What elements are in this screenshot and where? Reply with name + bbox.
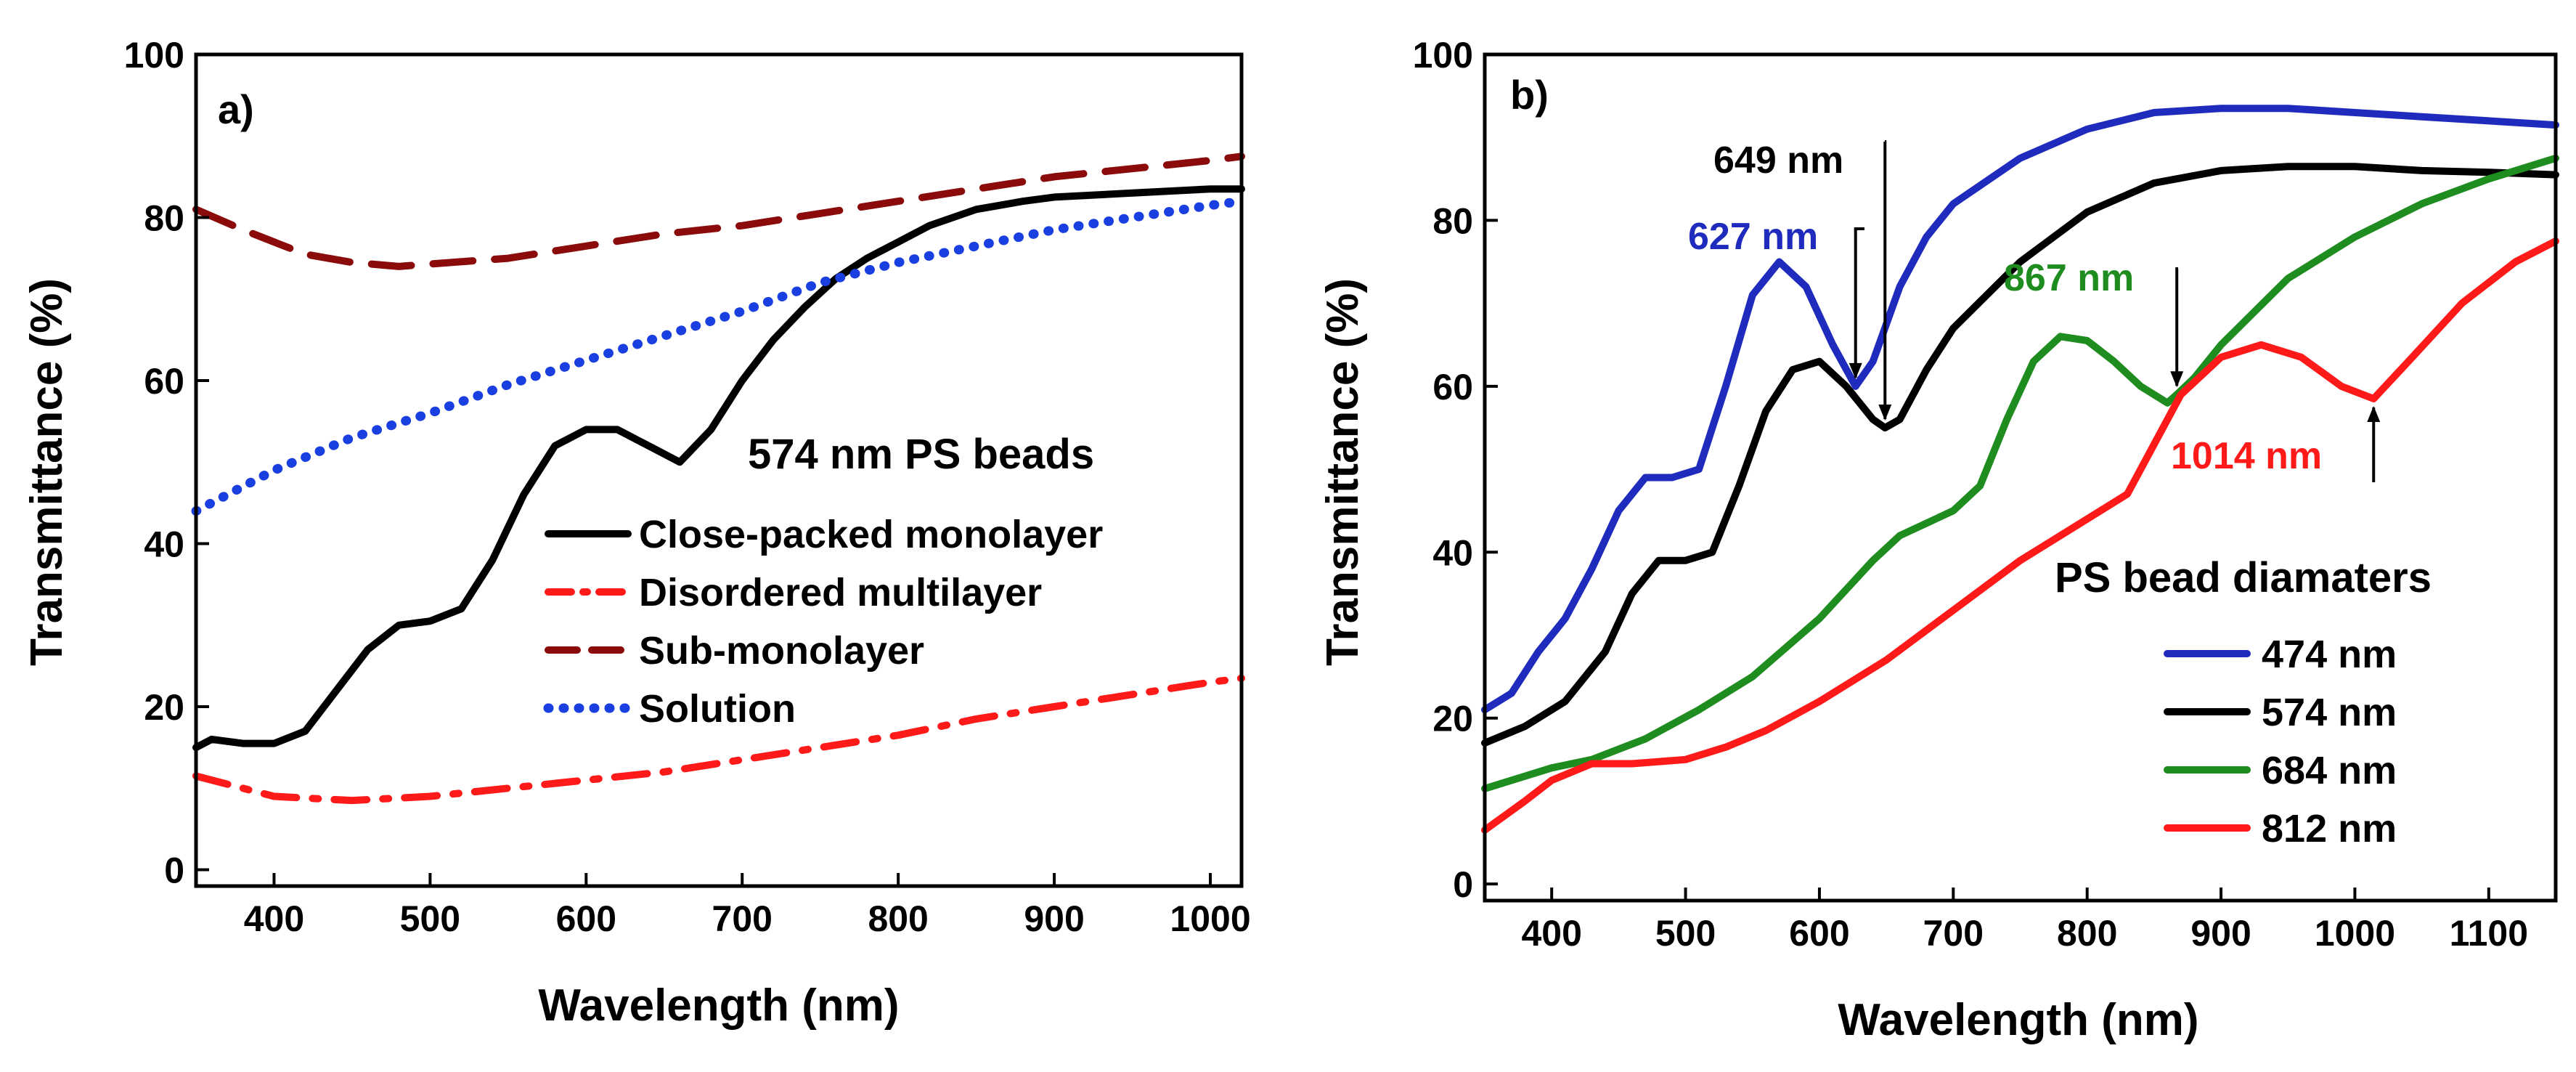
panel-b-label: b) [1510,72,1549,118]
panel-b-x-tick-label: 700 [1923,913,1984,954]
panel-a-legend-label-close-packed-monolayer: Close-packed monolayer [639,513,1103,556]
panel-b-legend-title: PS bead diamaters [2055,554,2432,601]
annotation-arrow-867-nm [2175,267,2179,386]
panel-a-legend-label-disordered-multilayer: Disordered multilayer [639,571,1042,614]
panel-a-y-axis-title: Transmittance (%) [22,278,72,666]
annotation-649-nm: 649 nm [1713,139,1843,182]
panel-b-x-tick-label: 600 [1789,913,1849,954]
panel-a-legend-label-sub-monolayer: Sub-monolayer [639,629,924,673]
panel-b-y-tick-label: 40 [1432,532,1473,573]
annotation-arrow-627-nm [1854,227,1864,378]
panel-b-legend-label-684-nm: 684 nm [2262,749,2397,792]
panel-b-x-tick-label: 900 [2190,913,2251,954]
panel-b-legend-label-574-nm: 574 nm [2262,691,2397,734]
panel-a-x-tick-label: 400 [244,898,304,939]
panel-b-x-tick-label: 500 [1655,913,1716,954]
panel-a-plot-frame [194,52,1244,888]
panel-a-y-tick-label: 60 [144,361,184,402]
panel-a-legend-label-solution: Solution [639,687,796,731]
panel-b-plot-frame [1483,52,2558,903]
panel-b-y-tick-label: 100 [1413,35,1473,76]
panel-a-x-tick-label: 900 [1024,898,1084,939]
panel-b-x-axis-title: Wavelength (nm) [1838,995,2198,1045]
panel-a-x-tick-label: 600 [556,898,616,939]
panel-a-y-tick-label: 0 [164,850,184,891]
panel-b: 400 500 600 700 800 900 1000 1100 0 20 40 60 80 100 6… [1318,35,2559,1045]
panel-a-y-tick-label: 40 [144,524,184,565]
panel-a: 400 500 600 700 800 900 1000 0 20 40 60 80 100 a) Wa… [22,35,1251,1031]
panel-b-legend: 474 nm 574 nm 684 nm 812 nm [2164,633,2397,850]
panel-b-series-layer [1481,105,2559,834]
panel-b-series-474-nm [1481,105,2559,714]
panel-a-label: a) [218,86,254,132]
panel-a-ticks-layer: 400 500 600 700 800 900 1000 0 20 40 60 80 100 [124,35,1251,939]
annotation-1014-nm: 1014 nm [2171,435,2322,477]
panel-a-x-tick-label: 500 [400,898,460,939]
panel-a-y-tick-label: 20 [144,687,184,728]
panel-a-x-tick-label: 700 [712,898,773,939]
panel-b-series-574-nm [1481,163,2559,747]
panel-b-x-tick-label: 800 [2057,913,2117,954]
panel-a-legend-title: 574 nm PS beads [748,431,1094,478]
panel-a-y-tick-label: 80 [144,198,184,239]
panel-b-y-tick-label: 80 [1432,200,1473,241]
panel-b-ticks-layer: 400 500 600 700 800 900 1000 1100 0 20 40 60 80 100 [1413,35,2528,954]
panel-b-y-tick-label: 60 [1432,367,1473,407]
panel-b-annotations: 627 nm 649 nm 867 nm 1014 nm [1688,139,2381,482]
panel-a-series-solution [191,196,1247,516]
panel-b-x-tick-label: 1100 [2450,913,2528,954]
panel-b-legend-label-474-nm: 474 nm [2262,633,2397,676]
panel-b-legend-label-812-nm: 812 nm [2262,807,2397,850]
panel-a-x-tick-label: 800 [868,898,928,939]
panel-b-x-tick-label: 1000 [2315,913,2395,954]
annotation-867-nm: 867 nm [2004,257,2134,299]
panel-a-x-axis-title: Wavelength (nm) [538,980,899,1031]
panel-a-series-disordered-multilayer [192,674,1245,805]
panel-b-x-tick-label: 400 [1521,913,1581,954]
panel-b-y-tick-label: 20 [1432,699,1473,739]
panel-a-legend: Close-packed monolayer Disordered multila… [543,513,1103,731]
panel-a-x-tick-label: 1000 [1170,898,1250,939]
panel-b-series-684-nm [1481,154,2559,792]
panel-b-y-tick-label: 0 [1453,864,1473,905]
annotation-627-nm: 627 nm [1688,216,1818,258]
panel-a-series-close-packed-monolayer [192,185,1245,752]
panel-b-series-812-nm [1481,237,2559,834]
panel-a-series-sub-monolayer [192,153,1245,270]
panel-a-series-layer [191,153,1247,805]
panel-a-y-tick-label: 100 [124,35,184,76]
panel-b-y-axis-title: Transmittance (%) [1318,278,1368,666]
